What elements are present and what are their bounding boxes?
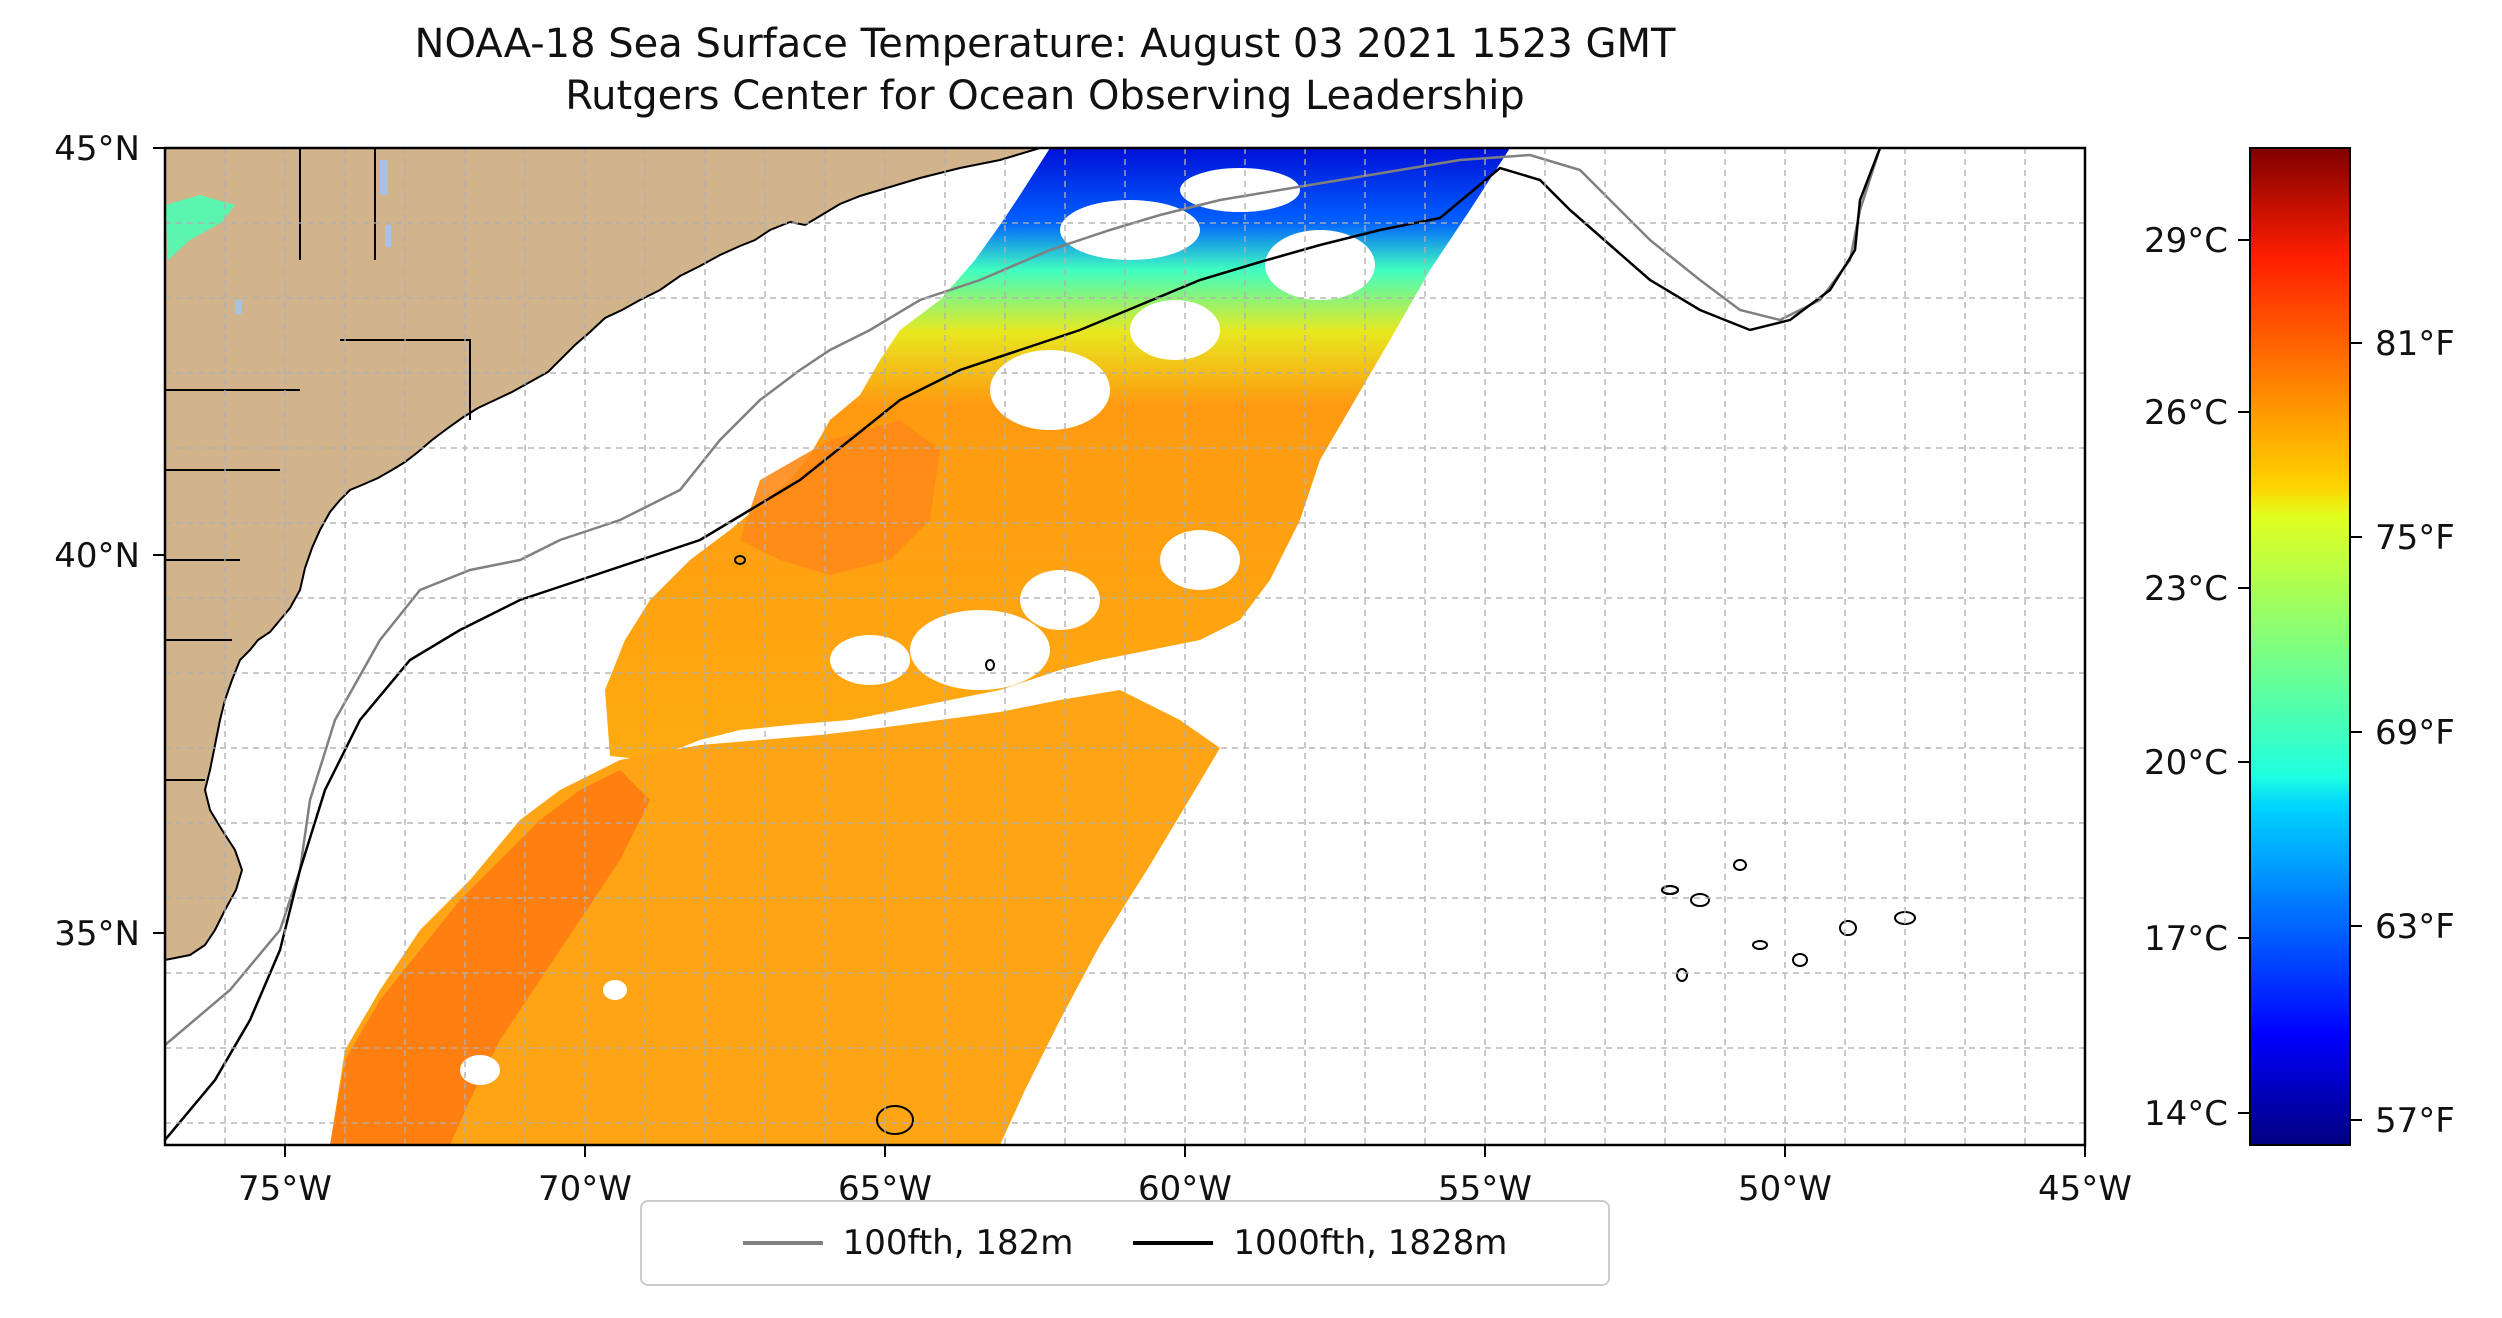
legend-label-1000fth: 1000fth, 1828m (1233, 1223, 1508, 1263)
lakes (165, 160, 391, 314)
celsius-tick-label: 26°C (2144, 393, 2228, 433)
colorbar-fahrenheit-ticks (2350, 342, 2362, 1121)
lat-tick-label: 40°N (54, 536, 140, 576)
sst-orange-north-patch (740, 420, 940, 575)
title-line-1: NOAA-18 Sea Surface Temperature: August … (414, 21, 1676, 67)
fahrenheit-tick-label: 69°F (2375, 713, 2455, 753)
celsius-tick-label: 20°C (2144, 743, 2228, 783)
lon-tick-label: 75°W (238, 1169, 332, 1209)
lon-tick-label: 50°W (1738, 1169, 1832, 1209)
fahrenheit-tick-label: 81°F (2375, 324, 2455, 364)
map-frame (163, 146, 2087, 1147)
lon-tick-label: 45°W (2038, 1169, 2132, 1209)
title-line-2: Rutgers Center for Ocean Observing Leade… (565, 73, 1525, 119)
fahrenheit-tick-label: 63°F (2375, 907, 2455, 947)
colorbar-celsius-labels: 29°C 26°C 23°C 20°C 17°C 14°C (2144, 221, 2228, 1134)
seamount-contours (734, 555, 1916, 1135)
lon-tick-label: 70°W (538, 1169, 632, 1209)
sst-swath-north (605, 148, 1510, 760)
colorbar (2249, 147, 2351, 1146)
fahrenheit-tick-label: 75°F (2375, 518, 2455, 558)
cloud-gaps (460, 168, 1375, 1085)
lat-tick-label: 45°N (54, 129, 140, 169)
celsius-tick-label: 14°C (2144, 1094, 2228, 1134)
legend: 100fth, 182m 1000fth, 1828m (640, 1200, 1610, 1286)
gridlines (165, 148, 2085, 1145)
lat-tick-labels: 45°N 40°N 35°N (54, 129, 140, 954)
celsius-tick-label: 23°C (2144, 569, 2228, 609)
colorbar-fahrenheit-labels: 81°F 75°F 69°F 63°F 57°F (2375, 324, 2455, 1141)
contour-1000fth (165, 148, 1882, 1141)
legend-swatch-100fth (742, 1241, 823, 1245)
legend-swatch-1000fth (1133, 1241, 1214, 1245)
legend-label-100fth: 100fth, 182m (842, 1223, 1074, 1263)
celsius-tick-label: 29°C (2144, 221, 2228, 261)
state-borders (165, 148, 471, 781)
celsius-tick-label: 17°C (2144, 919, 2228, 959)
legend-entry-100fth: 100fth, 182m (742, 1223, 1074, 1263)
sst-swath-south (330, 690, 1220, 1145)
fahrenheit-tick-label: 57°F (2375, 1101, 2455, 1141)
sst-warm-patch-west (330, 770, 650, 1145)
legend-entry-1000fth: 1000fth, 1828m (1133, 1223, 1507, 1263)
contour-100fth (165, 148, 1882, 1046)
axis-ticks (153, 147, 2086, 1157)
colorbar-celsius-ticks (2238, 239, 2250, 1114)
lat-tick-label: 35°N (54, 914, 140, 954)
